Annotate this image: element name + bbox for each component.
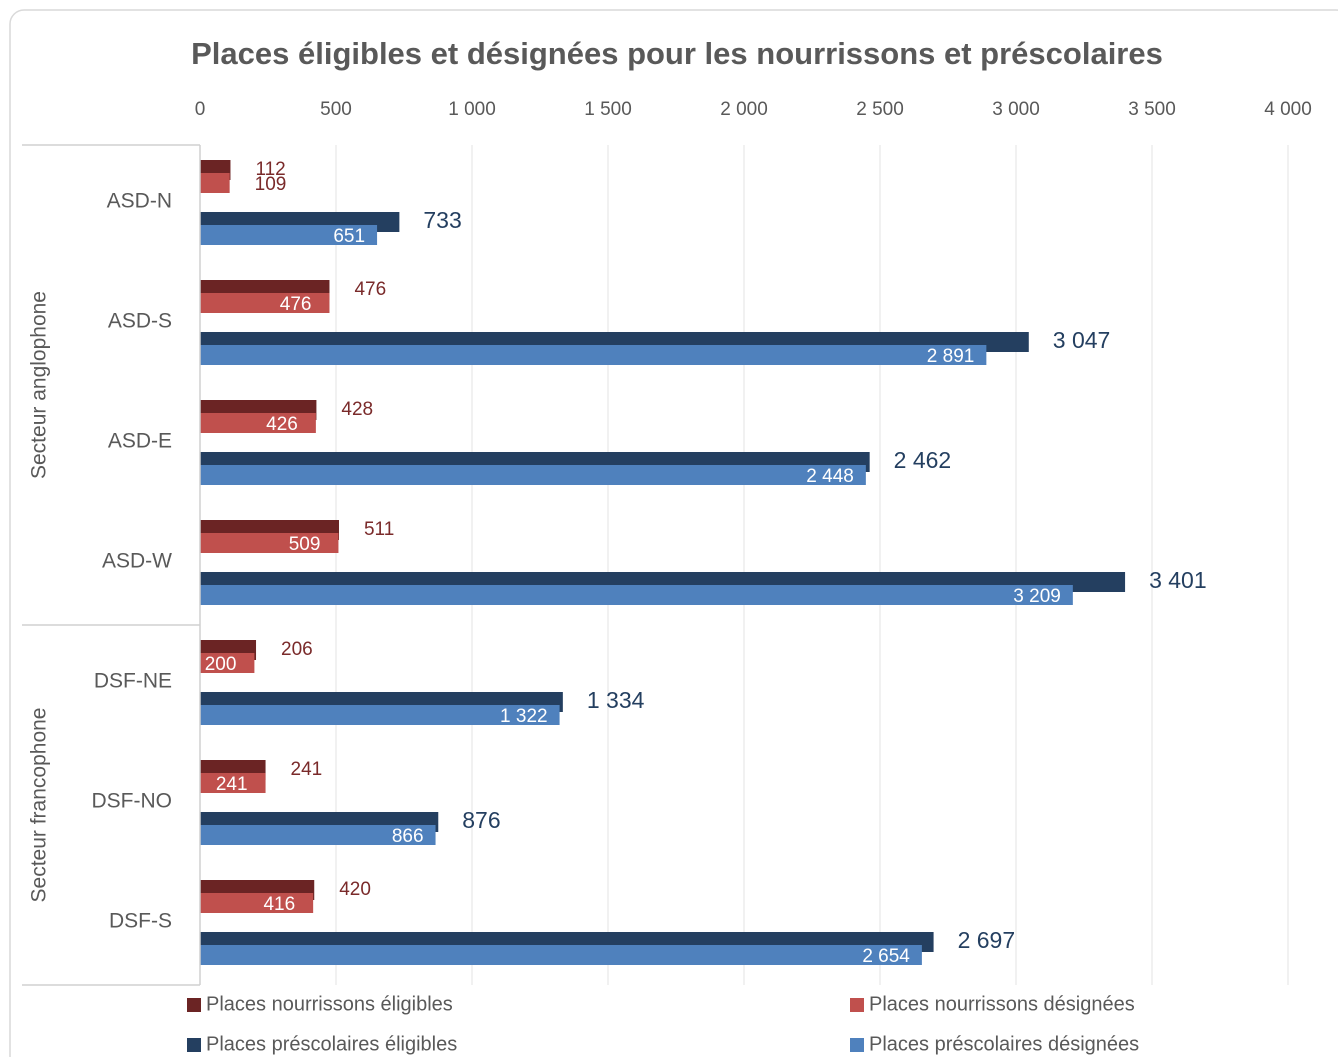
legend-label: Places préscolaires désignées (869, 1033, 1139, 1055)
data-label: 428 (341, 399, 373, 420)
data-label: 3 047 (1053, 327, 1111, 353)
data-label: 476 (280, 294, 312, 315)
data-label: 200 (205, 654, 237, 675)
data-label: 2 891 (927, 346, 975, 367)
legend-label: Places nourrissons désignées (869, 993, 1135, 1015)
group-label: Secteur francophone (28, 708, 51, 903)
x-tick-label: 4 000 (1264, 99, 1312, 120)
bar (200, 653, 255, 673)
data-label: 2 462 (894, 447, 952, 473)
data-label: 3 401 (1149, 567, 1207, 593)
data-label: 2 654 (862, 946, 910, 967)
category-label: ASD-N (107, 190, 172, 213)
x-tick-label: 0 (195, 99, 206, 120)
bar (200, 585, 1073, 605)
bar (200, 945, 922, 965)
data-label: 416 (263, 894, 295, 915)
data-label: 109 (255, 174, 287, 195)
bar (200, 345, 987, 365)
data-label: 241 (291, 759, 323, 780)
bar (200, 413, 316, 433)
data-label: 866 (392, 826, 424, 847)
bar (200, 225, 378, 245)
bar (200, 705, 560, 725)
data-label: 476 (354, 279, 386, 300)
data-label: 733 (423, 207, 461, 233)
group-label: Secteur anglophone (28, 291, 51, 479)
legend-swatch (850, 1038, 864, 1052)
data-label: 511 (364, 519, 394, 540)
x-tick-label: 500 (320, 99, 352, 120)
category-label: ASD-S (108, 310, 172, 333)
bar (200, 773, 266, 793)
bar (200, 173, 230, 193)
x-tick-label: 1 500 (584, 99, 632, 120)
x-tick-label: 2 500 (856, 99, 904, 120)
legend-swatch (187, 998, 201, 1012)
category-label: DSF-S (109, 910, 172, 933)
chart-frame (9, 9, 1338, 1062)
data-label: 2 448 (806, 466, 854, 487)
data-label: 112 (255, 159, 285, 180)
data-label: 3 209 (1013, 586, 1061, 607)
legend-label: Places préscolaires éligibles (206, 1033, 457, 1055)
category-label: DSF-NO (92, 790, 173, 813)
x-tick-label: 3 000 (992, 99, 1040, 120)
data-label: 206 (281, 639, 313, 660)
legend-swatch (850, 998, 864, 1012)
data-label: 420 (339, 879, 371, 900)
bar (200, 893, 314, 913)
bar (200, 825, 436, 845)
data-label: 241 (216, 774, 248, 795)
category-label: ASD-W (102, 550, 172, 573)
category-label: ASD-E (108, 430, 172, 453)
data-label: 1 334 (587, 687, 645, 713)
bar (200, 533, 339, 553)
category-label: DSF-NE (94, 670, 172, 693)
chart-title: Places éligibles et désignées pour les n… (191, 36, 1163, 71)
legend-swatch (187, 1038, 201, 1052)
data-label: 509 (289, 534, 321, 555)
data-label: 2 697 (958, 927, 1016, 953)
x-tick-label: 3 500 (1128, 99, 1176, 120)
x-tick-label: 1 000 (448, 99, 496, 120)
bar (200, 293, 330, 313)
bar (200, 465, 866, 485)
data-label: 426 (266, 414, 298, 435)
data-label: 1 322 (500, 706, 548, 727)
data-label: 876 (462, 807, 500, 833)
legend-label: Places nourrissons éligibles (206, 993, 453, 1015)
data-label: 651 (333, 226, 365, 247)
x-tick-label: 2 000 (720, 99, 768, 120)
